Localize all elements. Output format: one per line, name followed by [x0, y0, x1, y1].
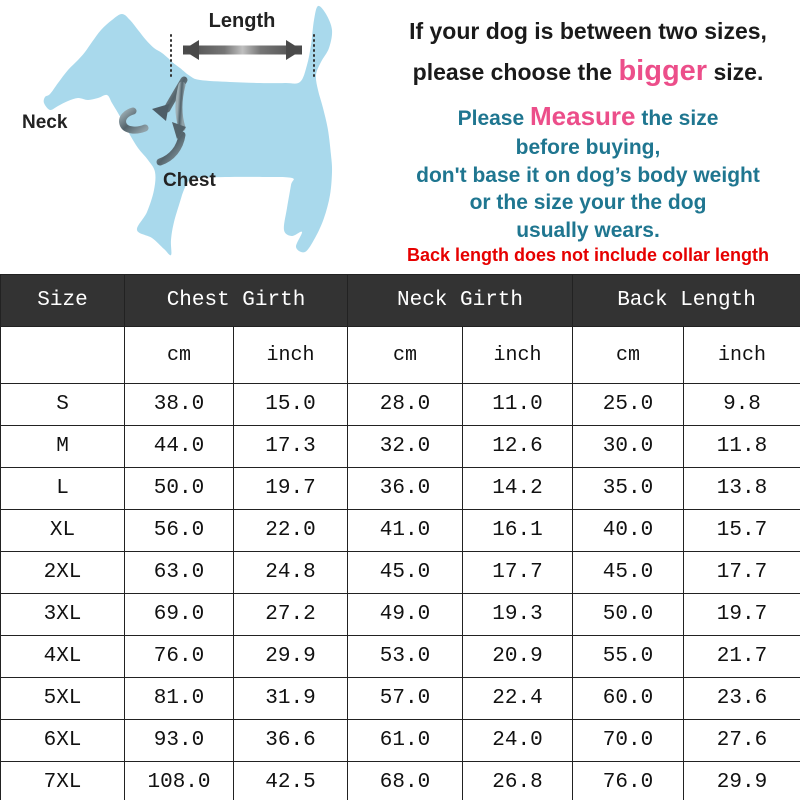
svg-text:Chest: Chest	[163, 170, 216, 191]
svg-text:Length: Length	[209, 10, 276, 32]
svg-text:Neck: Neck	[22, 112, 68, 133]
